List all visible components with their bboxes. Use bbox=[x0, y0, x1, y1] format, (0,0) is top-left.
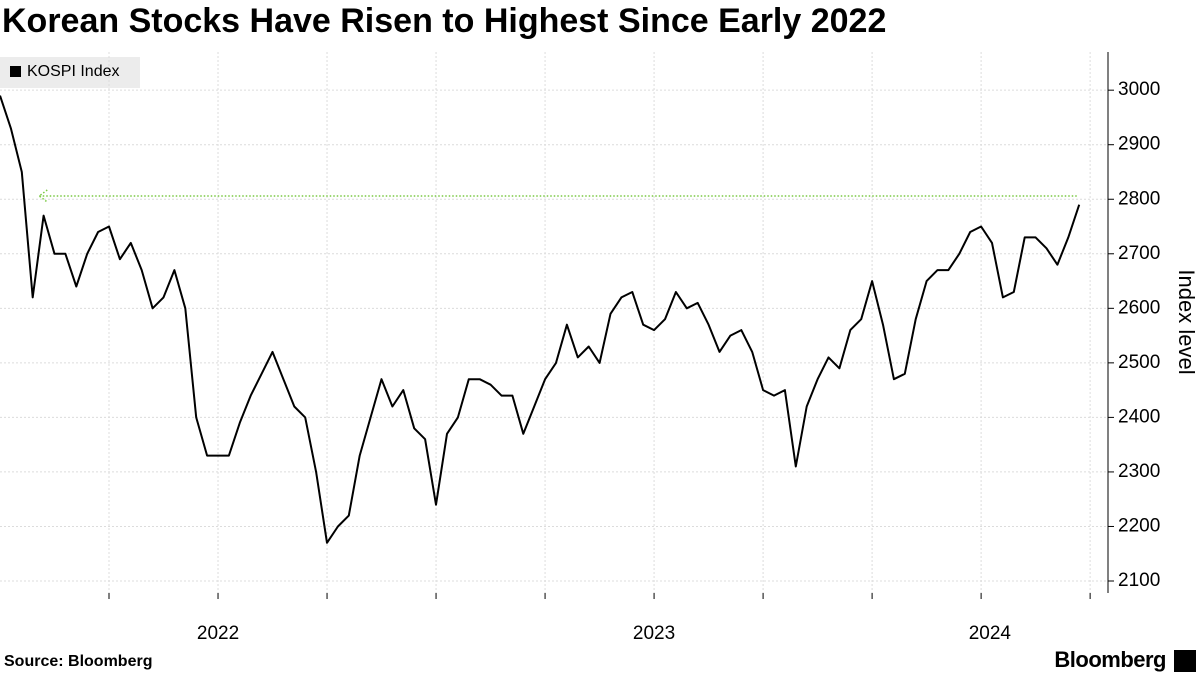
legend-swatch bbox=[10, 66, 21, 77]
y-tick-label: 3000 bbox=[1118, 79, 1160, 100]
y-tick-label: 2800 bbox=[1118, 188, 1160, 209]
y-tick-label: 2500 bbox=[1118, 352, 1160, 373]
legend-box bbox=[0, 57, 140, 88]
plot: 2100 2200 2300 2400 2500 2600 2700 2800 2900 3000… bbox=[0, 52, 1160, 644]
x-tick-label: 2022 bbox=[197, 623, 239, 644]
y-axis-label: Index level bbox=[1174, 269, 1199, 374]
x-tick-label: 2024 bbox=[969, 623, 1012, 644]
y-tick-label: 2400 bbox=[1118, 406, 1160, 427]
y-tick-label: 2900 bbox=[1118, 134, 1160, 155]
y-tick-label: 2300 bbox=[1118, 461, 1160, 482]
x-tick-label: 2023 bbox=[633, 623, 675, 644]
y-tick-label: 2600 bbox=[1118, 297, 1160, 318]
chart-title: Korean Stocks Have Risen to Highest Sinc… bbox=[2, 2, 886, 40]
y-tick-label: 2700 bbox=[1118, 243, 1160, 264]
data-line bbox=[0, 95, 1081, 544]
logo-icon bbox=[1174, 650, 1196, 672]
logo-text: Bloomberg bbox=[1054, 647, 1166, 672]
legend-label: KOSPI Index bbox=[27, 63, 120, 80]
y-tick-label: 2100 bbox=[1118, 570, 1160, 591]
source-note: Source: Bloomberg bbox=[4, 653, 152, 670]
y-tick-label: 2200 bbox=[1118, 515, 1160, 536]
